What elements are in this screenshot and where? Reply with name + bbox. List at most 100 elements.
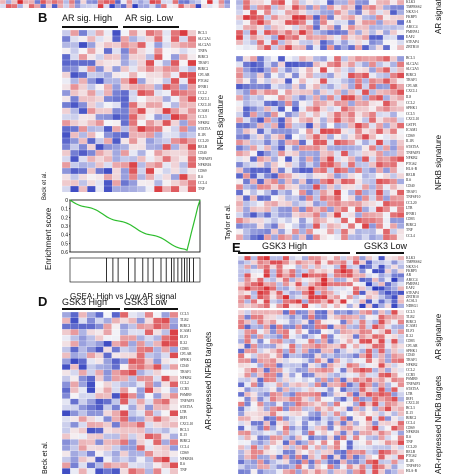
heatmap-cell xyxy=(137,0,145,5)
heatmap-cell xyxy=(70,444,80,452)
heatmap-cell xyxy=(298,167,307,174)
heatmap-cell xyxy=(382,111,391,118)
heatmap-cell xyxy=(308,444,316,451)
heatmap-cell xyxy=(242,161,251,168)
heatmap-cell xyxy=(187,30,196,37)
heatmap-cell xyxy=(242,133,251,141)
heatmap-cell xyxy=(162,107,172,115)
heatmap-cell xyxy=(276,303,284,308)
heatmap-cell xyxy=(62,47,71,55)
heatmap-cell xyxy=(288,314,296,321)
heatmap-cell xyxy=(242,100,251,107)
heatmap-cell xyxy=(378,319,386,325)
heatmap-cell xyxy=(277,139,286,146)
heatmap-cell xyxy=(371,286,379,292)
heatmap-cell xyxy=(384,299,392,305)
heatmap-cell xyxy=(161,456,171,463)
gene-label: CCL4 xyxy=(406,234,415,238)
heatmap-cell xyxy=(236,9,244,16)
heatmap-cell xyxy=(276,310,284,316)
heatmap-cell xyxy=(187,149,196,157)
heatmap-cell xyxy=(70,387,80,394)
heatmap-cell xyxy=(112,35,122,43)
heatmap-cell xyxy=(170,179,180,187)
heatmap-cell xyxy=(320,367,328,374)
heatmap-cell xyxy=(103,352,113,359)
heatmap-cell xyxy=(371,303,379,308)
heatmap-cell xyxy=(361,184,370,191)
heatmap-cell xyxy=(276,469,284,474)
heatmap-cell xyxy=(269,264,277,270)
heatmap-cell xyxy=(288,264,296,270)
heatmap-cell xyxy=(160,0,168,5)
heatmap-cell xyxy=(298,156,307,163)
heatmap-cell xyxy=(371,420,379,427)
heatmap-cell xyxy=(161,375,171,382)
heatmap-cell xyxy=(103,77,113,85)
heatmap-cell xyxy=(312,106,321,113)
heatmap-cell xyxy=(263,100,272,107)
gene-label: CFLAR xyxy=(406,83,418,88)
heatmap-cell xyxy=(397,329,404,335)
heatmap-cell xyxy=(314,348,322,354)
heatmap-cell xyxy=(384,396,392,403)
heatmap-cell xyxy=(132,0,139,5)
heatmap-cell xyxy=(314,377,322,383)
heatmap-cell xyxy=(119,392,129,400)
heatmap-cell xyxy=(288,281,296,287)
heatmap-cell xyxy=(78,416,88,423)
heatmap-cell xyxy=(103,161,113,169)
heatmap-cell xyxy=(389,78,398,85)
heatmap-cell xyxy=(382,67,391,74)
heatmap-cell xyxy=(333,294,341,300)
heatmap-cell xyxy=(257,454,264,460)
heatmap-cell xyxy=(78,369,88,377)
heatmap-cell xyxy=(284,19,293,26)
heatmap-cell xyxy=(298,150,307,157)
gene-label: TNF xyxy=(198,187,205,191)
heatmap-cell xyxy=(333,72,342,79)
heatmap-cell xyxy=(282,358,290,364)
heatmap-cell xyxy=(250,425,258,432)
heatmap-cell xyxy=(375,206,384,213)
heatmap-cell xyxy=(153,358,162,365)
heatmap-cell xyxy=(288,391,296,398)
heatmap-cell xyxy=(162,89,172,97)
heatmap-cell xyxy=(62,35,71,43)
heatmap-cell xyxy=(346,377,354,383)
heatmap-cell xyxy=(119,462,129,469)
heatmap-cell xyxy=(269,314,277,321)
heatmap-cell xyxy=(277,0,286,6)
heatmap-cell xyxy=(70,346,80,353)
heatmap-cell xyxy=(270,156,279,163)
panel-e-side-label-top: AR signature xyxy=(434,313,443,360)
heatmap-cell xyxy=(78,387,88,394)
heatmap-cell xyxy=(170,65,180,73)
heatmap-cell xyxy=(333,178,342,185)
heatmap-cell xyxy=(391,382,399,388)
heatmap-cell xyxy=(301,268,309,274)
heatmap-cell xyxy=(354,189,363,196)
heatmap-cell xyxy=(352,299,360,305)
heatmap-cell xyxy=(256,14,265,21)
gene-label: SPHK1 xyxy=(406,106,417,111)
heatmap-cell xyxy=(340,310,347,316)
heatmap-cell xyxy=(305,139,314,146)
heatmap-cell xyxy=(314,273,322,279)
heatmap-cell xyxy=(314,372,322,378)
heatmap-cell xyxy=(238,264,245,270)
heatmap-cell xyxy=(396,184,404,191)
heatmap-cell xyxy=(242,39,251,46)
heatmap-cell xyxy=(312,39,321,46)
heatmap-cell xyxy=(238,277,245,283)
heatmap-cell xyxy=(86,358,96,365)
heatmap-cell xyxy=(291,128,300,135)
gene-label: CD83 xyxy=(406,217,415,222)
heatmap-cell xyxy=(277,217,286,224)
heatmap-cell xyxy=(136,468,146,474)
heatmap-cell xyxy=(70,317,80,325)
heatmap-cell xyxy=(112,167,122,175)
heatmap-cell xyxy=(378,273,386,279)
heatmap-cell xyxy=(162,83,172,91)
heatmap-cell xyxy=(128,47,138,55)
